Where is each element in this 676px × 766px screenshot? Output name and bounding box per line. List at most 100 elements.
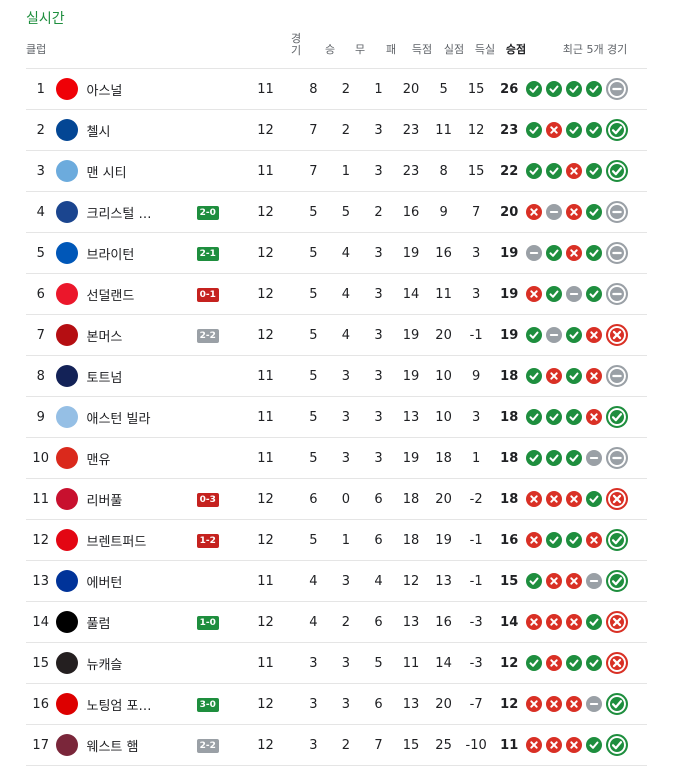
win-check-icon[interactable] [546,286,563,302]
club-name[interactable]: 브렌트퍼드 [78,519,182,561]
loss-x-icon[interactable] [526,204,543,220]
table-row[interactable]: 5 브라이턴 2-1 12 5 4 3 19 16 3 19 [26,232,647,274]
draw-dash-icon[interactable] [606,78,629,100]
loss-x-icon[interactable] [526,737,543,753]
win-check-icon[interactable] [586,163,603,179]
win-check-icon[interactable] [566,122,583,138]
draw-dash-icon[interactable] [586,450,603,466]
club-name[interactable]: 뉴캐슬 [78,642,182,684]
win-check-icon[interactable] [526,655,543,671]
club-name[interactable]: 노팅엄 포… [78,683,182,725]
draw-dash-icon[interactable] [606,447,629,469]
table-row[interactable]: 1 아스널 11 8 2 1 20 5 15 26 [26,68,647,110]
win-check-icon[interactable] [606,570,629,592]
loss-x-icon[interactable] [526,491,543,507]
win-check-icon[interactable] [566,81,583,97]
table-row[interactable]: 2 첼시 12 7 2 3 23 11 12 23 [26,109,647,151]
live-score-badge[interactable]: 0-3 [196,493,219,507]
loss-x-icon[interactable] [586,327,603,343]
table-row[interactable]: 11 리버풀 0-3 12 6 0 6 18 20 -2 18 [26,478,647,520]
loss-x-icon[interactable] [586,532,603,548]
loss-x-icon[interactable] [586,409,603,425]
club-name[interactable]: 선덜랜드 [78,273,182,315]
loss-x-icon[interactable] [566,204,583,220]
live-score-badge[interactable]: 1-2 [196,534,219,548]
win-check-icon[interactable] [586,491,603,507]
win-check-icon[interactable] [566,327,583,343]
table-row[interactable]: 7 본머스 2-2 12 5 4 3 19 20 -1 19 [26,314,647,356]
loss-x-icon[interactable] [566,614,583,630]
win-check-icon[interactable] [546,81,563,97]
win-check-icon[interactable] [526,450,543,466]
win-check-icon[interactable] [606,160,629,182]
win-check-icon[interactable] [526,368,543,384]
loss-x-icon[interactable] [606,488,629,510]
win-check-icon[interactable] [526,409,543,425]
live-score-badge[interactable]: 1-0 [196,616,219,630]
loss-x-icon[interactable] [546,368,563,384]
club-name[interactable]: 브라이턴 [78,232,182,274]
club-name[interactable]: 웨스트 햄 [78,724,182,766]
win-check-icon[interactable] [546,409,563,425]
win-check-icon[interactable] [526,327,543,343]
loss-x-icon[interactable] [586,368,603,384]
draw-dash-icon[interactable] [566,286,583,302]
loss-x-icon[interactable] [526,614,543,630]
live-score-badge[interactable]: 2-2 [196,739,219,753]
loss-x-icon[interactable] [526,286,543,302]
club-name[interactable]: 맨 시티 [78,150,182,192]
loss-x-icon[interactable] [546,491,563,507]
loss-x-icon[interactable] [566,696,583,712]
win-check-icon[interactable] [566,409,583,425]
loss-x-icon[interactable] [606,324,629,346]
win-check-icon[interactable] [586,737,603,753]
draw-dash-icon[interactable] [546,204,563,220]
draw-dash-icon[interactable] [546,327,563,343]
draw-dash-icon[interactable] [606,283,629,305]
loss-x-icon[interactable] [526,532,543,548]
draw-dash-icon[interactable] [586,696,603,712]
club-name[interactable]: 맨유 [78,437,182,479]
win-check-icon[interactable] [566,368,583,384]
win-check-icon[interactable] [526,163,543,179]
club-name[interactable]: 애스턴 빌라 [78,396,182,438]
loss-x-icon[interactable] [566,491,583,507]
live-score-badge[interactable]: 2-2 [196,329,219,343]
loss-x-icon[interactable] [546,573,563,589]
win-check-icon[interactable] [606,406,629,428]
table-row[interactable]: 8 토트넘 11 5 3 3 19 10 9 18 [26,355,647,397]
loss-x-icon[interactable] [606,652,629,674]
loss-x-icon[interactable] [546,614,563,630]
table-row[interactable]: 6 선덜랜드 0-1 12 5 4 3 14 11 3 19 [26,273,647,315]
club-name[interactable]: 리버풀 [78,478,182,520]
table-row[interactable]: 10 맨유 11 5 3 3 19 18 1 18 [26,437,647,479]
table-row[interactable]: 13 에버턴 11 4 3 4 12 13 -1 15 [26,560,647,602]
loss-x-icon[interactable] [546,655,563,671]
loss-x-icon[interactable] [546,737,563,753]
table-row[interactable]: 4 크리스털 … 2-0 12 5 5 2 16 9 7 20 [26,191,647,233]
live-score-badge[interactable]: 2-1 [196,247,219,261]
table-row[interactable]: 9 애스턴 빌라 11 5 3 3 13 10 3 18 [26,396,647,438]
win-check-icon[interactable] [546,163,563,179]
win-check-icon[interactable] [586,204,603,220]
win-check-icon[interactable] [586,614,603,630]
table-row[interactable]: 15 뉴캐슬 11 3 3 5 11 14 -3 12 [26,642,647,684]
table-row[interactable]: 12 브렌트퍼드 1-2 12 5 1 6 18 19 -1 16 [26,519,647,561]
win-check-icon[interactable] [586,286,603,302]
draw-dash-icon[interactable] [606,201,629,223]
win-check-icon[interactable] [566,450,583,466]
loss-x-icon[interactable] [526,696,543,712]
win-check-icon[interactable] [586,122,603,138]
club-name[interactable]: 토트넘 [78,355,182,397]
loss-x-icon[interactable] [546,696,563,712]
loss-x-icon[interactable] [566,245,583,261]
club-name[interactable]: 크리스털 … [78,191,182,233]
win-check-icon[interactable] [526,81,543,97]
win-check-icon[interactable] [546,450,563,466]
win-check-icon[interactable] [606,529,629,551]
club-name[interactable]: 풀럼 [78,601,182,643]
win-check-icon[interactable] [546,245,563,261]
win-check-icon[interactable] [606,734,629,756]
loss-x-icon[interactable] [546,122,563,138]
win-check-icon[interactable] [606,693,629,715]
